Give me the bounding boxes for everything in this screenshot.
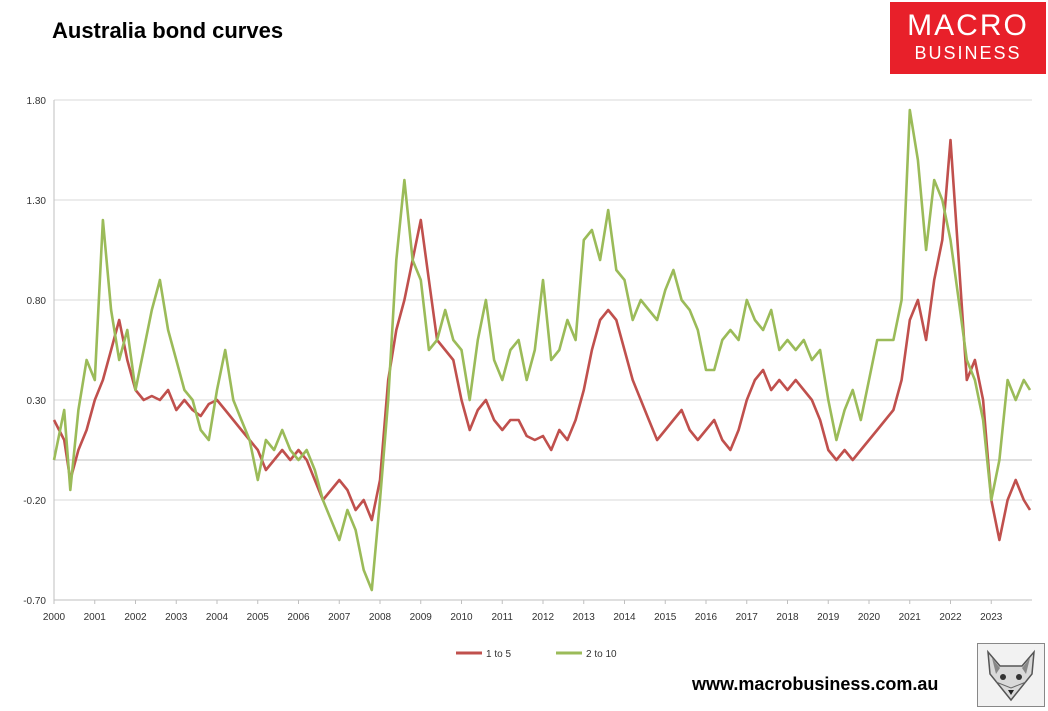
legend-label: 1 to 5 — [486, 649, 511, 660]
x-tick-label: 2015 — [654, 612, 677, 623]
x-tick-label: 2004 — [206, 612, 229, 623]
macrobusiness-logo: MACRO BUSINESS — [890, 2, 1046, 74]
y-tick-label: 1.30 — [27, 196, 47, 207]
x-tick-label: 2013 — [573, 612, 596, 623]
x-tick-label: 2009 — [410, 612, 433, 623]
x-tick-label: 2005 — [247, 612, 270, 623]
x-tick-label: 2022 — [939, 612, 962, 623]
fox-mascot-icon — [977, 643, 1045, 707]
x-tick-label: 2018 — [776, 612, 799, 623]
x-tick-label: 2003 — [165, 612, 188, 623]
legend-label: 2 to 10 — [586, 649, 617, 660]
axes — [53, 100, 1032, 601]
x-tick-labels: 2000 2001 2002 2003 2004 2005 2006 2007 2008 2009… — [43, 600, 1003, 623]
x-tick-label: 2019 — [817, 612, 840, 623]
logo-line2: BUSINESS — [914, 43, 1022, 63]
x-tick-label: 2000 — [43, 612, 66, 623]
x-tick-label: 2011 — [491, 612, 513, 623]
website-url: www.macrobusiness.com.au — [692, 674, 939, 694]
x-tick-label: 2007 — [328, 612, 351, 623]
y-tick-label: -0.70 — [23, 596, 46, 607]
series-lines — [52, 108, 1032, 592]
chart-title: Australia bond curves — [52, 18, 284, 43]
x-tick-label: 2002 — [124, 612, 147, 623]
y-tick-labels: -0.70 -0.20 0.30 0.80 1.30 1.80 — [23, 96, 46, 607]
x-tick-label: 2023 — [980, 612, 1003, 623]
legend: 1 to 5 2 to 10 — [456, 649, 617, 660]
x-tick-label: 2012 — [532, 612, 555, 623]
y-tick-label: 1.80 — [27, 96, 47, 107]
x-tick-label: 2010 — [450, 612, 473, 623]
x-tick-label: 2021 — [899, 612, 922, 623]
x-tick-label: 2016 — [695, 612, 718, 623]
x-tick-label: 2001 — [84, 612, 107, 623]
x-tick-label: 2008 — [369, 612, 392, 623]
grid-lines — [54, 99, 1032, 601]
y-tick-label: -0.20 — [23, 496, 46, 507]
series-line-two-to-ten — [52, 108, 1032, 592]
y-tick-label: 0.30 — [27, 396, 47, 407]
logo-line1: MACRO — [907, 9, 1029, 42]
x-tick-label: 2017 — [736, 612, 759, 623]
x-tick-label: 2006 — [287, 612, 310, 623]
y-tick-label: 0.80 — [27, 296, 47, 307]
x-tick-label: 2014 — [613, 612, 636, 623]
x-tick-label: 2020 — [858, 612, 881, 623]
series-line-one-to-five — [52, 138, 1032, 542]
